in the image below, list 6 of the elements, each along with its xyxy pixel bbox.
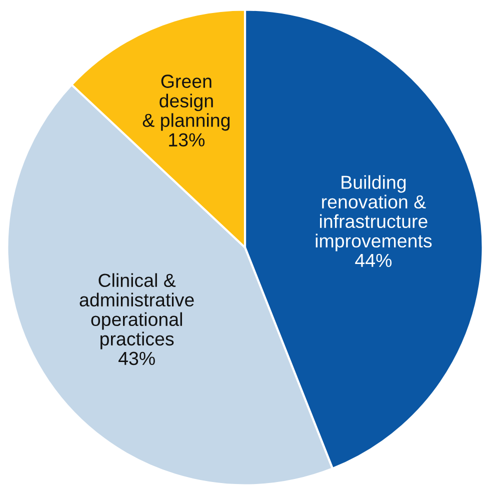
data-label: 44% xyxy=(355,254,392,267)
slice-label: Clinical & administrative operational practices xyxy=(80,273,194,350)
slice-label: Building renovation & infrastructure improvements xyxy=(316,175,432,252)
data-label: 13% xyxy=(169,133,205,146)
data-label: 43% xyxy=(118,352,155,366)
slice-label: Green design & planning xyxy=(142,74,230,131)
